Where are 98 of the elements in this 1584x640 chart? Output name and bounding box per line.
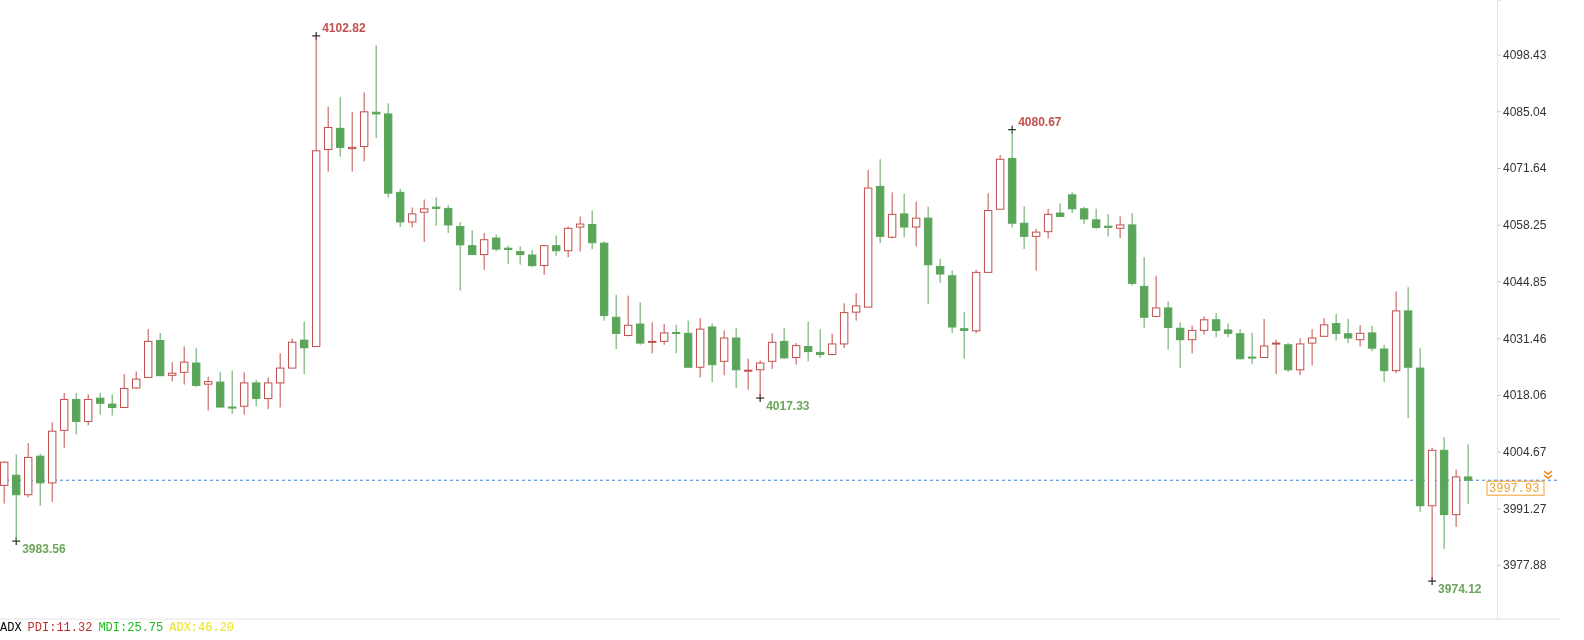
candlestick (887, 191, 897, 239)
candlestick (1019, 205, 1029, 250)
candlestick (959, 311, 969, 360)
y-tick-label: 3977.88 (1503, 558, 1547, 573)
text: MDI:25.75 (98, 621, 164, 635)
candlestick (251, 379, 261, 407)
candlestick (1187, 325, 1197, 354)
candlestick (227, 370, 237, 415)
candlestick (1043, 208, 1053, 239)
candlestick (1247, 332, 1257, 365)
candlestick (1331, 313, 1341, 342)
text: ADX:46.20 (169, 621, 235, 635)
candlestick (167, 361, 177, 382)
candlestick (191, 347, 201, 388)
candlestick (1259, 318, 1269, 358)
candlestick (1151, 275, 1161, 318)
candlestick (1115, 215, 1125, 239)
candlestick (335, 96, 345, 158)
annotation: 3974.12 (1438, 582, 1482, 597)
y-tick-label: 4071.64 (1503, 161, 1547, 176)
candlestick (611, 294, 621, 350)
y-tick-label: 4085.04 (1503, 104, 1547, 119)
candlestick (791, 342, 801, 366)
candlestick (587, 210, 597, 250)
candlestick (179, 345, 189, 386)
text: PDI:11.32 (27, 621, 93, 635)
candlestick (1175, 321, 1185, 369)
candlestick (1031, 228, 1041, 272)
candlestick (347, 111, 357, 173)
y-tick-label: 4018.06 (1503, 388, 1547, 403)
y-tick-label: 4004.67 (1503, 445, 1547, 459)
candlestick (851, 292, 861, 322)
candlestick (563, 226, 573, 258)
candlestick (671, 324, 681, 354)
candlestick (647, 321, 657, 354)
y-tick-label: 3991.27 (1503, 501, 1547, 516)
candlestick (455, 221, 465, 292)
annotation: 3983.56 (22, 542, 66, 557)
y-tick-label: 4044.85 (1503, 274, 1547, 289)
candlestick (1055, 202, 1065, 217)
candlestick (119, 373, 129, 408)
candlestick (371, 44, 381, 139)
annotation: 4080.67 (1018, 114, 1062, 129)
y-tick-label: 4058.25 (1503, 218, 1547, 233)
candlestick (743, 358, 753, 391)
candlestick (203, 376, 213, 411)
candlestick (635, 301, 645, 346)
candlestick (1379, 344, 1389, 383)
candlestick (407, 207, 417, 228)
candlestick (263, 376, 273, 410)
candlestick (1091, 208, 1101, 230)
ref-line-label: 3997.93 (1489, 482, 1540, 497)
candlestick (659, 323, 669, 346)
candlestick (803, 321, 813, 362)
annotation: 4017.33 (766, 399, 810, 414)
candlestick (1163, 301, 1173, 350)
candlestick (431, 196, 441, 227)
candlestick (0, 460, 9, 505)
candlestick (83, 393, 93, 426)
candlestick (503, 245, 513, 265)
candlestick (1067, 191, 1077, 214)
candlestick (239, 371, 249, 416)
candlestick (623, 295, 633, 337)
candlestick (72, 392, 81, 436)
candlestick (1211, 312, 1221, 338)
candlestick (1367, 325, 1377, 352)
candlestick (1343, 318, 1353, 344)
candlestick (719, 329, 729, 376)
candlestick (479, 232, 489, 271)
candlestick (1355, 324, 1365, 347)
candlestick (551, 235, 561, 257)
candlestick (1199, 315, 1209, 336)
y-tick-label: 4031.46 (1503, 331, 1547, 346)
candlestick (575, 215, 585, 253)
candlestick (899, 193, 909, 238)
candlestick (911, 201, 921, 248)
candlestick (779, 327, 789, 360)
candlestick (107, 393, 117, 417)
candlestick (1271, 339, 1281, 375)
candlestick (1223, 323, 1233, 338)
candlestick (539, 244, 549, 276)
candlestick (515, 246, 525, 266)
candlestick (1319, 317, 1329, 337)
candlestick (767, 332, 777, 370)
candlestick (1307, 328, 1317, 367)
candlestick (935, 258, 945, 284)
candlestick (815, 328, 825, 359)
candlestick (467, 229, 477, 256)
y-tick-label: 4098.43 (1503, 47, 1547, 62)
text: ADX (0, 621, 22, 635)
candlestick (95, 392, 105, 416)
candlestick (419, 199, 429, 243)
annotation: 4102.82 (322, 20, 366, 35)
candlestick (443, 204, 453, 234)
candlestick (299, 321, 309, 375)
candlestick (1463, 443, 1473, 505)
candlestick (275, 352, 285, 408)
candlestick (323, 106, 333, 173)
